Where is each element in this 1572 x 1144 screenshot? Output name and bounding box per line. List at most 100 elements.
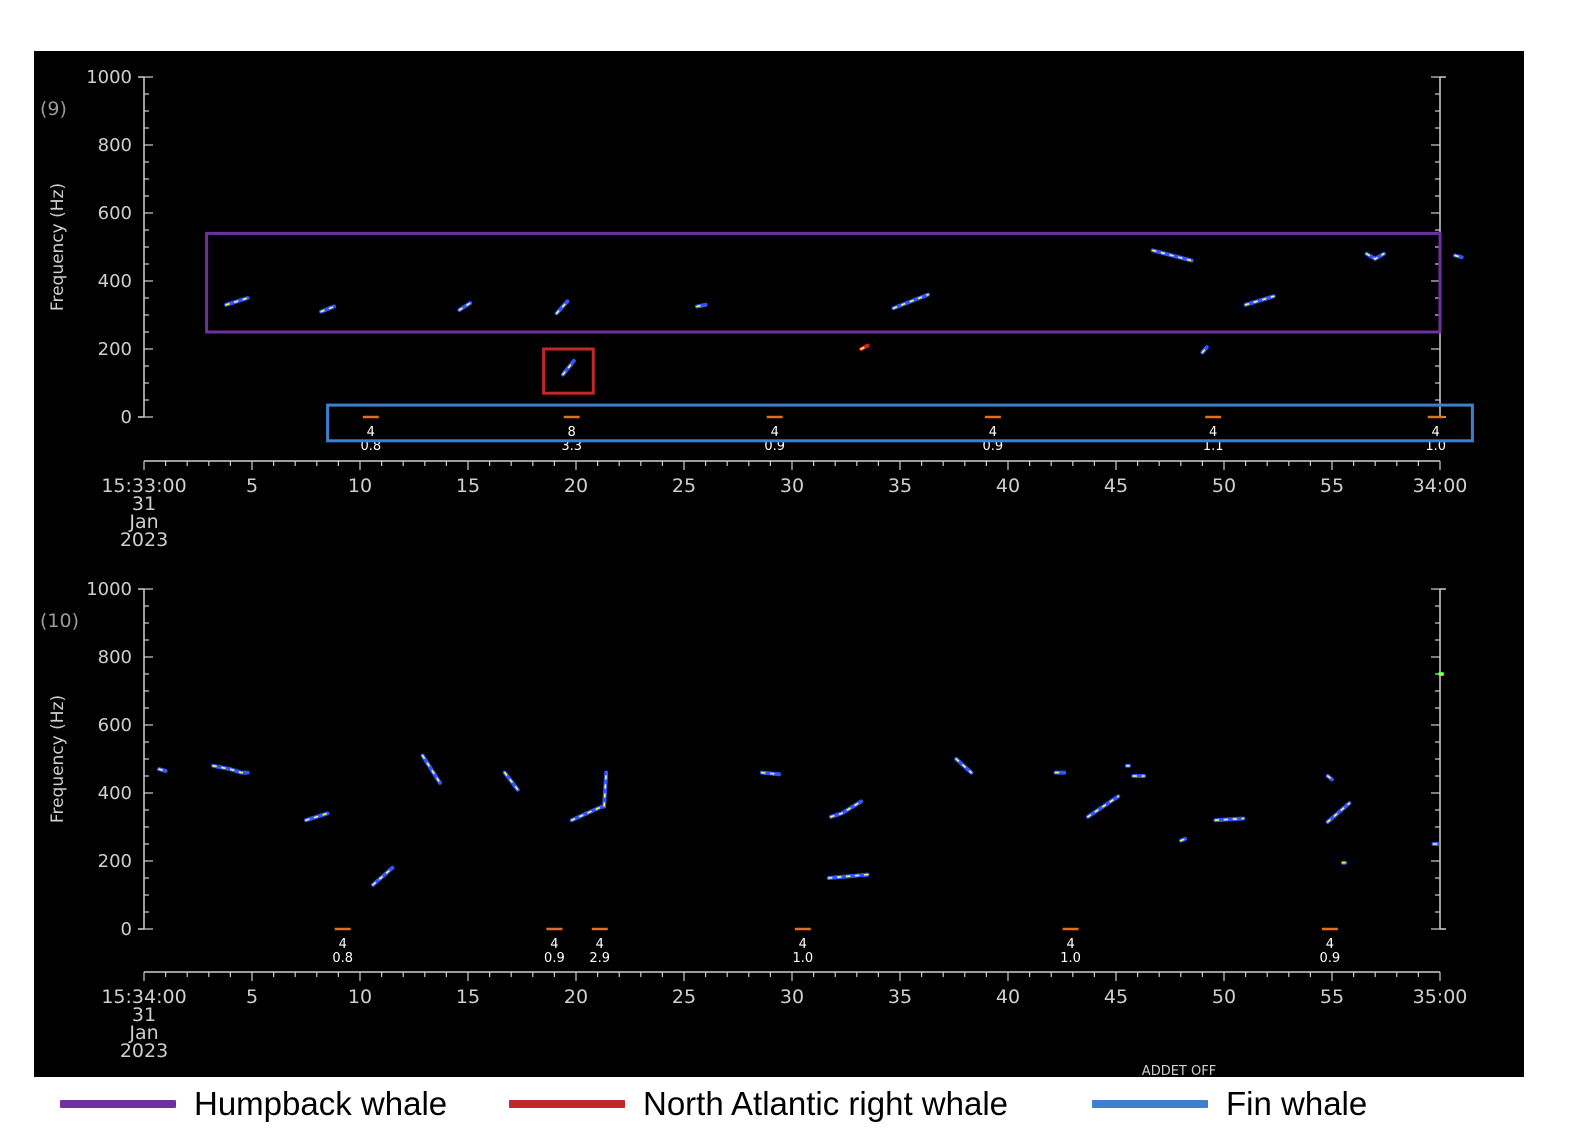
legend-label-fin-whale: Fin whale	[1226, 1085, 1368, 1122]
legend-item-right-whale: North Atlantic right whale	[509, 1080, 1008, 1128]
x-start-label: 2023	[120, 1040, 168, 1062]
call-contour-highlight	[1326, 775, 1333, 781]
call-contour-highlight	[562, 360, 575, 376]
x-start-label: Jan	[128, 1022, 158, 1044]
call-contour-highlight	[860, 344, 869, 350]
x-tick-label: 34:00	[1413, 475, 1468, 497]
y-tick-label: 400	[98, 783, 132, 804]
y-tick-label: 200	[98, 851, 132, 872]
detection-score-label: 0.8	[332, 951, 353, 966]
call-contour-highlight	[830, 800, 862, 818]
call-contour-highlight	[503, 771, 519, 791]
detection-score-label: 3.3	[561, 439, 582, 454]
spectrogram-panel-9: (9)Frequency (Hz)1000800600400200040.883…	[40, 67, 1474, 551]
x-tick-label: 40	[996, 475, 1020, 497]
detection-score-label: 0.9	[983, 439, 1004, 454]
call-contour-core	[1325, 801, 1352, 824]
call-contour-highlight	[158, 768, 167, 772]
call-contour-highlight	[827, 873, 869, 879]
call-contour-highlight	[305, 812, 329, 822]
x-tick-label: 10	[348, 986, 372, 1008]
footer-status-text: ADDET OFF	[1142, 1064, 1216, 1077]
detection-count-label: 4	[771, 425, 779, 440]
y-tick-label: 800	[98, 647, 132, 668]
call-contour-highlight	[1087, 795, 1119, 818]
call-contour-highlight	[1201, 346, 1208, 354]
legend-swatch-right-whale	[509, 1100, 625, 1108]
y-tick-label: 200	[98, 339, 132, 360]
x-tick-label: 10	[348, 475, 372, 497]
call-contour-highlight	[760, 771, 780, 776]
x-tick-label: 40	[996, 986, 1020, 1008]
x-tick-label: 55	[1320, 475, 1344, 497]
panel-label: (10)	[40, 610, 79, 632]
call-contour-highlight	[1454, 254, 1463, 258]
y-tick-label: 0	[121, 407, 132, 428]
x-tick-label: 20	[564, 986, 588, 1008]
x-tick-label: 15	[456, 986, 480, 1008]
detection-score-label: 1.0	[792, 951, 813, 966]
detection-count-label: 4	[799, 937, 807, 952]
legend-label-humpback: Humpback whale	[194, 1085, 448, 1122]
detection-score-label: 1.1	[1203, 439, 1224, 454]
call-contour-highlight	[320, 305, 335, 313]
panel-label: (9)	[40, 98, 67, 120]
y-tick-label: 600	[98, 715, 132, 736]
spectrogram-svg: (9)Frequency (Hz)1000800600400200040.883…	[40, 67, 1474, 1077]
annotation-box-fin-whale	[326, 403, 1474, 443]
x-tick-label: 30	[780, 475, 804, 497]
x-tick-label: 25	[672, 986, 696, 1008]
detection-score-label: 1.0	[1425, 439, 1446, 454]
x-tick-label: 5	[246, 986, 258, 1008]
y-axis-label: Frequency (Hz)	[48, 183, 68, 311]
y-tick-label: 1000	[86, 67, 132, 88]
call-contour-highlight	[955, 758, 973, 774]
call-contour-highlight	[1151, 249, 1193, 262]
y-axis-label: Frequency (Hz)	[48, 695, 68, 823]
y-tick-label: 1000	[86, 579, 132, 600]
detection-count-label: 4	[339, 937, 347, 952]
legend-item-fin-whale: Fin whale	[1092, 1080, 1367, 1128]
detection-score-label: 0.8	[360, 439, 381, 454]
y-tick-label: 0	[121, 919, 132, 940]
detection-count-label: 4	[367, 425, 375, 440]
call-contour-highlight	[1365, 253, 1385, 260]
x-start-label: Jan	[128, 511, 158, 533]
x-start-label: 31	[132, 1004, 156, 1026]
detection-count-label: 4	[1209, 425, 1217, 440]
x-start-label: 15:34:00	[101, 986, 186, 1008]
call-contour-highlight	[892, 293, 929, 310]
x-start-label: 15:33:00	[101, 475, 186, 497]
call-contour-highlight	[1180, 838, 1186, 842]
legend-label-right-whale: North Atlantic right whale	[643, 1085, 1009, 1122]
legend: Humpback whale North Atlantic right whal…	[0, 1080, 1572, 1128]
x-tick-label: 15	[456, 475, 480, 497]
y-tick-label: 600	[98, 203, 132, 224]
x-tick-label: 25	[672, 475, 696, 497]
annotation-box-humpback-whale	[205, 231, 1442, 334]
call-contour-highlight	[696, 304, 707, 308]
call-contour-highlight	[421, 754, 441, 784]
x-start-label: 31	[132, 493, 156, 515]
y-tick-label: 400	[98, 271, 132, 292]
x-tick-label: 30	[780, 986, 804, 1008]
call-contour-highlight	[570, 771, 608, 822]
x-tick-label: 50	[1212, 986, 1236, 1008]
legend-swatch-humpback	[60, 1100, 176, 1108]
detection-count-label: 4	[1066, 937, 1074, 952]
x-tick-label: 35	[888, 475, 912, 497]
x-tick-label: 5	[246, 475, 258, 497]
call-contour-highlight	[555, 300, 569, 315]
call-contour-core	[1213, 816, 1246, 823]
call-contour-highlight	[372, 866, 394, 886]
x-tick-label: 45	[1104, 986, 1128, 1008]
detection-score-label: 2.9	[589, 951, 610, 966]
legend-swatch-fin-whale	[1092, 1100, 1208, 1108]
spectrogram-panel-10: (10)Frequency (Hz)1000800600400200040.84…	[40, 579, 1467, 1062]
call-contour-highlight	[225, 297, 249, 306]
spectrogram-figure: (9) Frequency (Hz) 1000 800 600 400 200 0 4 0.8 8 3…	[34, 51, 1524, 1077]
x-start-label: 2023	[120, 529, 168, 551]
call-contour-highlight	[212, 764, 249, 774]
detection-count-label: 4	[1432, 425, 1440, 440]
x-tick-label: 20	[564, 475, 588, 497]
